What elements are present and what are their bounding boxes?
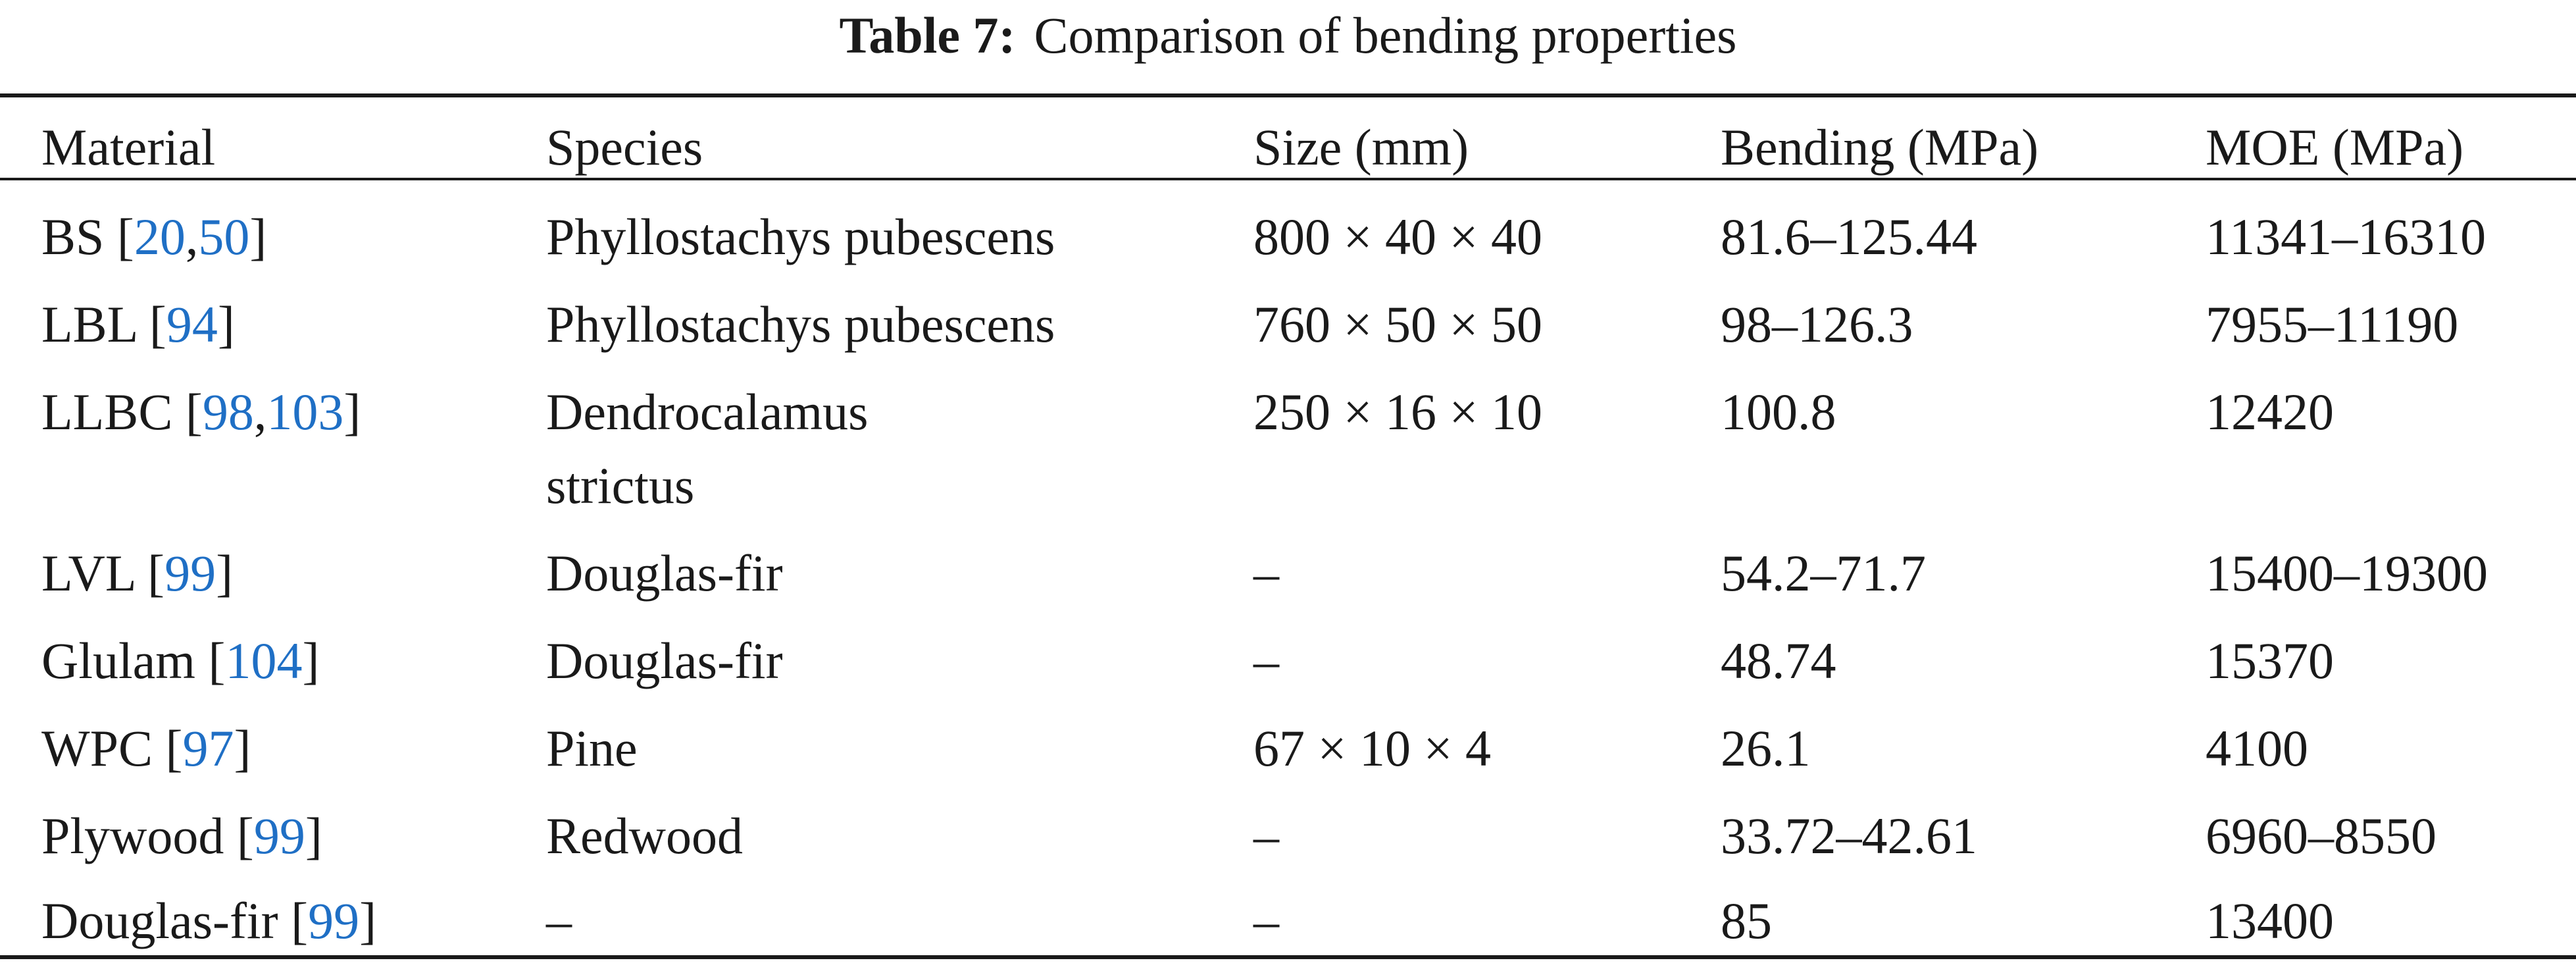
citation-link[interactable]: 94 xyxy=(166,296,218,353)
cell-material: WPC [97] xyxy=(41,720,251,777)
bottom-rule xyxy=(0,955,2576,959)
header-moe: MOE (MPa) xyxy=(2206,118,2464,176)
citation-link[interactable]: 99 xyxy=(164,544,216,602)
header-rule xyxy=(0,178,2576,180)
species-line: Dendrocalamus xyxy=(546,383,869,440)
cell-species: Redwood xyxy=(546,807,743,864)
citation-link[interactable]: 98 xyxy=(202,383,254,440)
cell-material: BS [20,50] xyxy=(41,208,267,265)
cell-species: Dendrocalamus strictus xyxy=(546,375,868,523)
table-title: Comparison of bending properties xyxy=(1034,7,1737,64)
cell-bending: 48.74 xyxy=(1721,632,1836,689)
material-name: BS xyxy=(41,208,105,265)
cell-moe: 4100 xyxy=(2206,720,2308,777)
material-name: LLBC xyxy=(41,383,173,440)
cell-moe: 6960–8550 xyxy=(2206,807,2437,864)
cell-species: Pine xyxy=(546,720,638,777)
cell-material: Glulam [104] xyxy=(41,632,320,689)
header-size: Size (mm) xyxy=(1253,118,1469,176)
cell-moe: 13400 xyxy=(2206,892,2334,949)
cell-moe: 7955–11190 xyxy=(2206,296,2459,353)
citation-link[interactable]: 99 xyxy=(253,807,305,864)
header-bending: Bending (MPa) xyxy=(1721,118,2039,176)
cell-species: Phyllostachys pubescens xyxy=(546,296,1055,353)
species-line: strictus xyxy=(546,457,695,514)
cell-material: Plywood [99] xyxy=(41,807,322,864)
cell-moe: 15400–19300 xyxy=(2206,544,2488,602)
cell-species: Douglas-fir xyxy=(546,632,783,689)
cell-bending: 54.2–71.7 xyxy=(1721,544,1926,602)
table-label: Table 7: xyxy=(839,7,1016,64)
header-material: Material xyxy=(41,118,216,176)
cell-material: Douglas-fir [99] xyxy=(41,892,377,949)
cell-bending: 26.1 xyxy=(1721,720,1811,777)
cell-size: – xyxy=(1253,544,1279,602)
cell-moe: 12420 xyxy=(2206,383,2334,440)
cell-material: LBL [94] xyxy=(41,296,235,353)
cell-bending: 100.8 xyxy=(1721,383,1836,440)
citation-link[interactable]: 103 xyxy=(266,383,344,440)
cell-species: Phyllostachys pubescens xyxy=(546,208,1055,265)
cell-material: LVL [99] xyxy=(41,544,234,602)
cell-bending: 85 xyxy=(1721,892,1772,949)
cell-size: – xyxy=(1253,632,1279,689)
table-caption: Table 7: Comparison of bending properties xyxy=(0,3,2576,68)
cell-size: 800 × 40 × 40 xyxy=(1253,208,1542,265)
material-name: Glulam xyxy=(41,632,195,689)
top-rule xyxy=(0,93,2576,97)
citation-link[interactable]: 99 xyxy=(308,892,360,949)
cell-size: – xyxy=(1253,807,1279,864)
cell-bending: 98–126.3 xyxy=(1721,296,1913,353)
material-name: Douglas-fir xyxy=(41,892,278,949)
cell-moe: 11341–16310 xyxy=(2206,208,2487,265)
cell-species: – xyxy=(546,892,572,949)
cell-size: 760 × 50 × 50 xyxy=(1253,296,1542,353)
cell-species: Douglas-fir xyxy=(546,544,783,602)
citation-link[interactable]: 20 xyxy=(134,208,186,265)
cell-size: 67 × 10 × 4 xyxy=(1253,720,1491,777)
cell-size: 250 × 16 × 10 xyxy=(1253,383,1542,440)
citation-link[interactable]: 50 xyxy=(198,208,250,265)
material-name: WPC xyxy=(41,720,153,777)
header-species: Species xyxy=(546,118,703,176)
cell-material: LLBC [98,103] xyxy=(41,383,361,440)
cell-bending: 33.72–42.61 xyxy=(1721,807,1977,864)
cell-bending: 81.6–125.44 xyxy=(1721,208,1977,265)
material-name: LBL xyxy=(41,296,137,353)
cell-size: – xyxy=(1253,892,1279,949)
citation-link[interactable]: 97 xyxy=(182,720,234,777)
cell-moe: 15370 xyxy=(2206,632,2334,689)
material-name: Plywood xyxy=(41,807,224,864)
citation-link[interactable]: 104 xyxy=(225,632,303,689)
material-name: LVL xyxy=(41,544,135,602)
